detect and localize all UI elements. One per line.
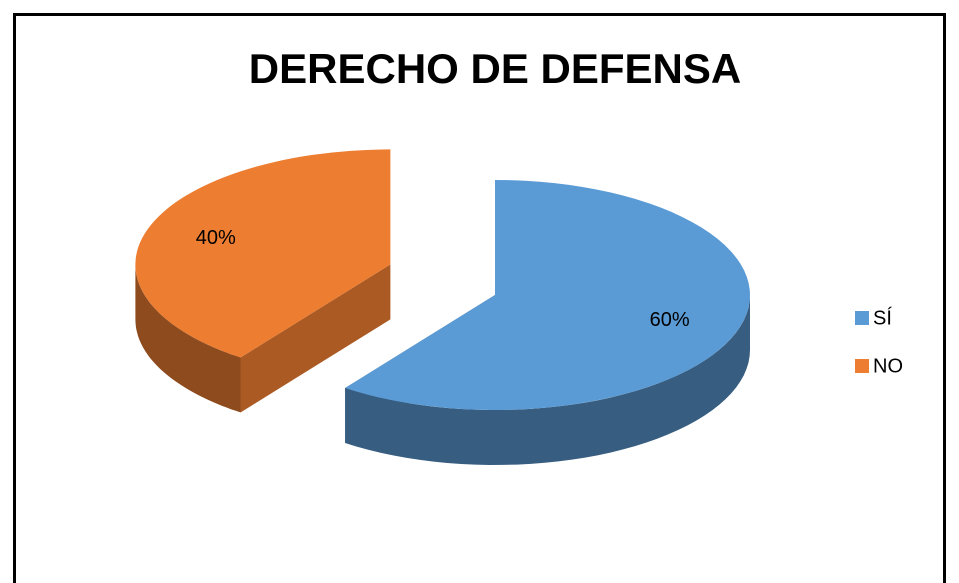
slice — [135, 149, 391, 358]
data-label: 40% — [196, 227, 236, 249]
chart-title: DERECHO DE DEFENSA — [249, 45, 741, 92]
legend-label: SÍ — [873, 306, 892, 329]
legend-swatch — [855, 359, 869, 373]
slice-wall — [345, 295, 750, 465]
data-label: 60% — [650, 309, 690, 331]
chart-border — [13, 13, 946, 583]
pie: 60% 40% — [135, 149, 751, 465]
slice-wall — [135, 264, 241, 413]
legend-swatch — [855, 311, 869, 325]
legend-label: NO — [873, 355, 903, 377]
legend: SÍ NO — [855, 306, 903, 377]
slice — [345, 179, 751, 410]
slice-side — [240, 264, 391, 413]
